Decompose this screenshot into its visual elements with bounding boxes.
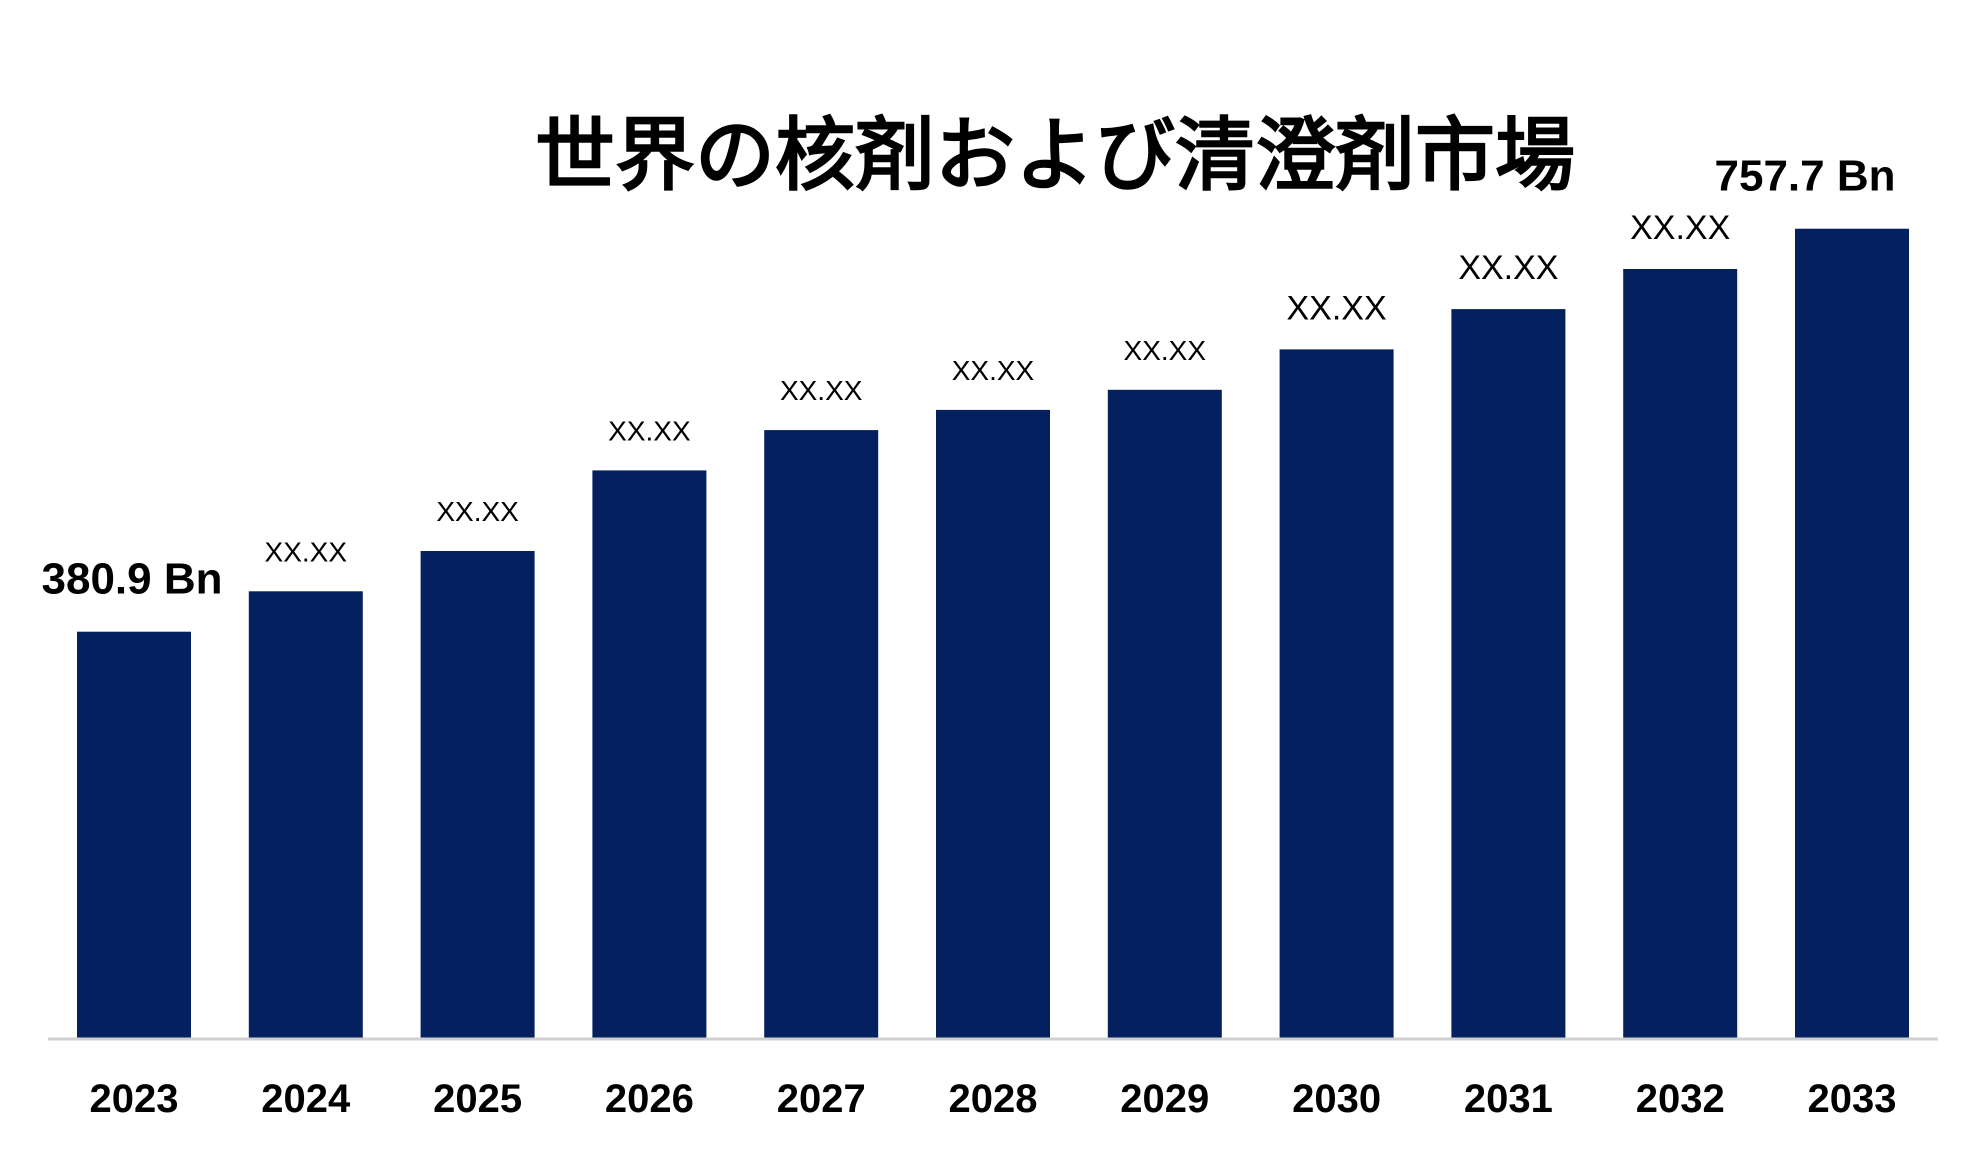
chart-title: 世界の核剤および清澄剤市場: [535, 109, 1575, 202]
x-tick-2028: 2028: [949, 1077, 1038, 1121]
bar-2030: [1279, 349, 1394, 1039]
value-label-2026: XX.XX: [608, 415, 691, 446]
x-tick-2029: 2029: [1120, 1077, 1209, 1121]
value-label-2024: XX.XX: [265, 536, 348, 567]
value-label-2027: XX.XX: [780, 375, 863, 406]
value-labels-group: 380.9 Bn XX.XX XX.XX XX.XX XX.XX XX.XX XX.XX XX…: [42, 152, 1896, 604]
bar-2025: [420, 551, 535, 1039]
x-tick-2026: 2026: [605, 1077, 694, 1121]
x-tick-2024: 2024: [261, 1077, 351, 1121]
value-label-2023: 380.9 Bn: [42, 555, 223, 604]
x-tick-2025: 2025: [433, 1077, 522, 1121]
bar-2028: [936, 409, 1050, 1039]
bars-group: [77, 228, 1909, 1040]
x-tick-2023: 2023: [90, 1077, 179, 1121]
value-label-2028: XX.XX: [952, 355, 1035, 386]
value-label-2025: XX.XX: [436, 496, 519, 527]
x-tick-2031: 2031: [1464, 1077, 1553, 1121]
value-label-2033: 757.7 Bn: [1715, 152, 1896, 201]
value-label-2032: XX.XX: [1630, 209, 1730, 247]
bar-2024: [248, 591, 363, 1039]
bar-2026: [592, 470, 707, 1039]
x-tick-2027: 2027: [777, 1077, 866, 1121]
value-label-2031: XX.XX: [1458, 249, 1558, 287]
bar-2031: [1451, 309, 1566, 1040]
x-tick-2032: 2032: [1636, 1077, 1725, 1121]
bar-2027: [764, 430, 879, 1040]
bar-2029: [1107, 389, 1222, 1039]
value-label-2030: XX.XX: [1287, 289, 1387, 327]
bar-2033: [1795, 228, 1909, 1039]
bar-2032: [1623, 269, 1738, 1039]
x-tick-2030: 2030: [1292, 1077, 1381, 1121]
x-tick-2033: 2033: [1808, 1077, 1897, 1121]
bar-2023: [77, 631, 191, 1039]
value-label-2029: XX.XX: [1124, 335, 1207, 366]
x-tick-labels-group: 2023 2024 2025 2026 2027 2028 2029 2030 2031 2032…: [90, 1077, 1897, 1121]
